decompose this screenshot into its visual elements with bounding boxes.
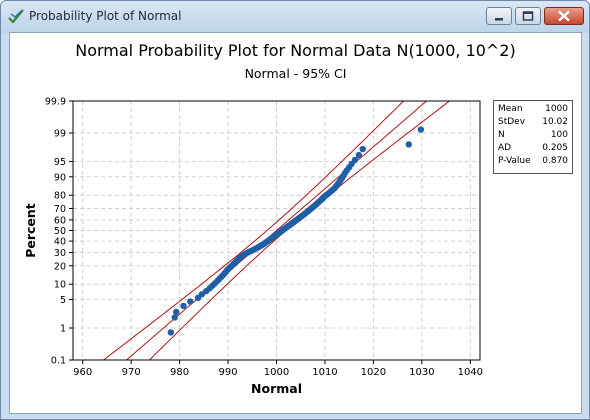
data-point [355,151,363,159]
data-point [351,156,359,164]
data-point [187,298,194,305]
stat-value-n: 100 [550,130,568,140]
data-point [167,329,175,336]
maximize-icon [522,11,534,21]
x-tick-label: 970 [122,367,141,378]
x-axis-label: Normal [251,381,302,396]
y-tick-label: 1 [60,323,66,334]
title-bar[interactable]: Probability Plot of Normal [1,1,589,33]
minimize-icon [495,18,503,21]
x-tick-label: 980 [170,367,189,378]
y-tick-label: 10 [54,280,66,291]
fit-line [125,101,428,360]
y-tick-label: 80 [54,191,66,202]
close-button[interactable] [544,7,584,25]
stat-name-mean: Mean [498,104,523,114]
data-point [180,302,187,310]
stats-table: Mean 1000 StDev 10.02 N 100 AD 0.205 P-V… [493,100,573,174]
y-tick-label: 60 [54,215,66,226]
close-icon [558,10,570,22]
y-tick-label: 20 [54,261,66,272]
x-tick-label: 1000 [264,367,289,378]
stat-name-p-value: P-Value [498,156,531,166]
y-tick-label: 0.1 [51,356,66,367]
data-point [173,308,180,316]
x-tick-label: 1010 [312,367,337,378]
stat-name-n: N [498,130,505,140]
maximize-button[interactable] [515,7,541,25]
stat-name-ad: AD [498,143,512,153]
x-tick-label: 1020 [361,367,386,378]
graph-area: Normal Probability Plot for Normal Data … [9,32,582,414]
y-tick-label: 90 [54,172,66,183]
probability-plot: 960 970 980 990 1000 1010 1020 1030 10400.115102… [23,97,483,397]
ci-upper-line [148,101,451,360]
stat-name-stdev: StDev [498,117,526,127]
window-title: Probability Plot of Normal [29,9,182,23]
stat-value-mean: 1000 [545,104,568,114]
y-tick-label: 99 [54,129,66,140]
stat-value-p-value: 0.870 [542,156,568,166]
stat-row-stdev: StDev 10.02 [498,117,568,129]
y-tick-label: 99.9 [45,97,66,108]
x-tick-label: 960 [73,367,92,378]
ci-lower-line [102,101,405,360]
y-tick-label: 50 [54,226,66,237]
data-point [405,141,412,148]
minitab-graph-icon [8,9,24,24]
y-tick-label: 95 [54,157,66,168]
stat-row-ad: AD 0.205 [498,143,568,155]
stat-row-p-value: P-Value 0.870 [498,156,568,168]
x-tick-label: 1030 [409,367,434,378]
x-tick-label: 1040 [458,367,483,378]
stat-row-mean: Mean 1000 [498,104,568,116]
stat-value-stdev: 10.02 [542,117,568,127]
stat-value-ad: 0.205 [542,143,568,153]
y-axis-label: Percent [23,203,38,258]
stat-row-n: N 100 [498,130,568,142]
data-point [417,126,425,133]
chart-title: Normal Probability Plot for Normal Data … [75,41,516,60]
minimize-button[interactable] [486,7,512,25]
y-tick-label: 70 [54,204,66,215]
y-tick-label: 5 [60,295,66,306]
y-tick-label: 30 [54,248,66,259]
data-point [359,145,366,153]
x-tick-label: 990 [219,367,238,378]
y-tick-label: 40 [54,237,66,248]
data-point [171,314,178,321]
chart-subtitle: Normal - 95% CI [244,66,347,81]
